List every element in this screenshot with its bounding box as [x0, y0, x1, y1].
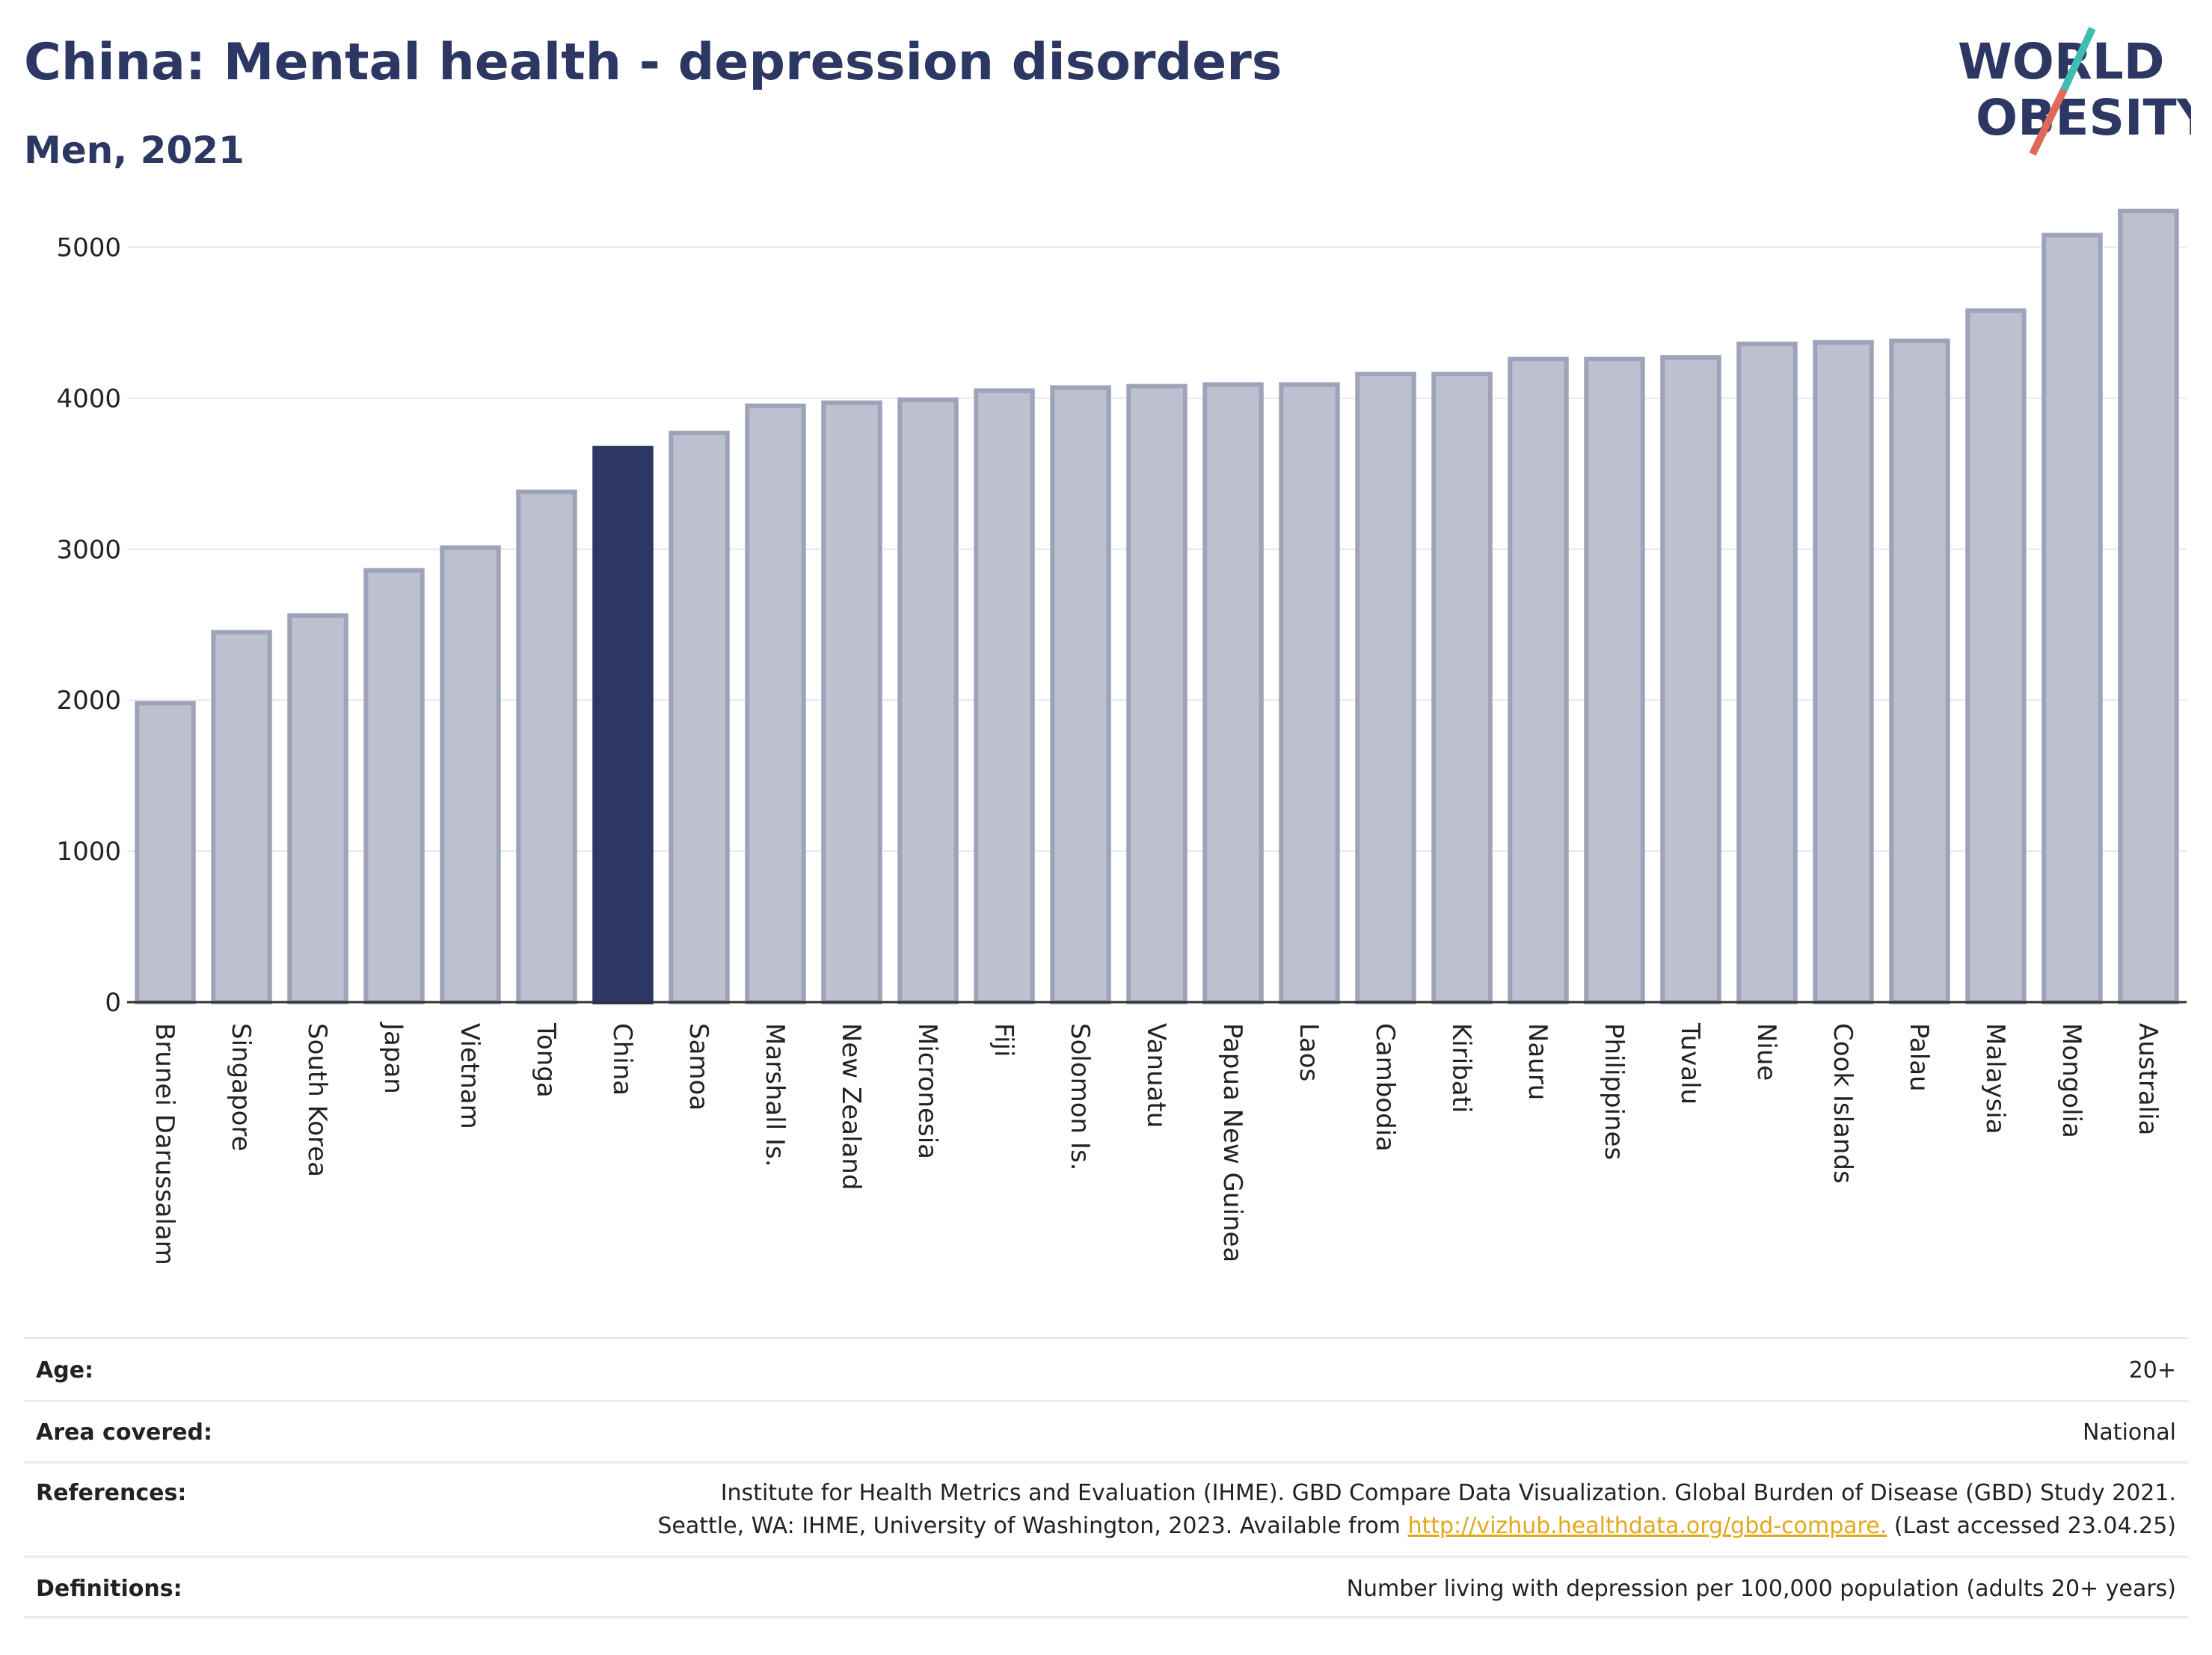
y-tick-label: 1000	[56, 837, 121, 867]
bar-samoa	[669, 430, 730, 1004]
meta-row-definitions: Definitions: Number living with depressi…	[24, 1556, 2188, 1618]
bar-cook-islands	[1813, 340, 1874, 1005]
bar-palau	[1889, 338, 1950, 1004]
meta-key-age: Age:	[36, 1357, 94, 1384]
meta-val-references: Institute for Health Metrics and Evaluat…	[657, 1477, 2176, 1543]
meta-val-age: 20+	[2128, 1357, 2176, 1384]
x-tick-label: Philippines	[1599, 1023, 1629, 1160]
bar-brunei-darussalam	[135, 701, 196, 1004]
bar-marshall-is	[745, 403, 806, 1004]
bar-fiji	[974, 388, 1035, 1004]
bar-philippines	[1584, 356, 1645, 1004]
y-tick-label: 4000	[56, 384, 121, 414]
reference-link[interactable]: http://vizhub.healthdata.org/gbd-compare…	[1407, 1513, 1887, 1539]
x-tick-label: Tuvalu	[1675, 1022, 1705, 1105]
y-axis-ticks: 0 1000 2000 3000 4000 5000	[56, 233, 121, 1018]
bar-solomon-is	[1050, 385, 1111, 1004]
bar-australia	[2118, 209, 2179, 1005]
x-tick-label: Tonga	[531, 1022, 561, 1098]
bar-vanuatu	[1126, 384, 1188, 1004]
bar-tuvalu	[1660, 354, 1721, 1004]
x-tick-label: New Zealand	[836, 1023, 866, 1190]
y-tick-label: 3000	[56, 535, 121, 565]
bar-papua-new-guinea	[1202, 382, 1264, 1004]
bar-malaysia	[1965, 308, 2027, 1004]
meta-key-definitions: Definitions:	[36, 1576, 182, 1602]
bar-tonga	[516, 489, 577, 1004]
x-tick-label: Kiribati	[1446, 1023, 1476, 1113]
x-tick-label: Palau	[1904, 1023, 1934, 1092]
meta-val-area: National	[2082, 1419, 2176, 1446]
x-tick-label: Malaysia	[1980, 1023, 2010, 1134]
reference-line-2-prefix: Seattle, WA: IHME, University of Washing…	[657, 1513, 1408, 1539]
x-tick-label: Papua New Guinea	[1217, 1023, 1247, 1262]
bar-cambodia	[1355, 372, 1416, 1004]
x-tick-label: Vietnam	[455, 1023, 485, 1129]
x-tick-label: Laos	[1294, 1023, 1324, 1081]
bars	[135, 209, 2179, 1005]
bar-laos	[1279, 382, 1340, 1004]
bar-vietnam	[440, 545, 501, 1004]
x-tick-label: Fiji	[989, 1023, 1019, 1057]
x-tick-label: Singapore	[226, 1023, 256, 1152]
bar-kiribati	[1431, 372, 1493, 1004]
x-tick-label: Nauru	[1523, 1023, 1552, 1100]
bar-china	[592, 446, 654, 1004]
x-axis-labels: Brunei Darussalam Singapore South Korea Jap…	[150, 1022, 2163, 1265]
meta-row-references: References: Institute for Health Metrics…	[24, 1461, 2188, 1556]
y-tick-label: 2000	[56, 686, 121, 716]
x-tick-label: South Korea	[302, 1023, 332, 1177]
logo-text-world: WORLD	[1958, 33, 2165, 90]
bar-mongolia	[2042, 233, 2103, 1005]
bar-new-zealand	[821, 400, 882, 1004]
bar-micronesia	[897, 397, 959, 1004]
x-tick-label: Marshall Is.	[760, 1023, 790, 1167]
meta-val-definitions: Number living with depression per 100,00…	[1346, 1576, 2176, 1602]
reference-line-1: Institute for Health Metrics and Evaluat…	[720, 1480, 2176, 1506]
meta-key-references: References:	[36, 1480, 187, 1506]
x-tick-label: Samoa	[683, 1023, 713, 1111]
y-tick-label: 0	[105, 988, 121, 1018]
chart-subtitle: Men, 2021	[24, 129, 245, 172]
meta-row-age: Age: 20+	[24, 1337, 2188, 1400]
logo-slash-teal	[2060, 26, 2096, 92]
logo-slash-red	[2029, 87, 2068, 156]
metadata-table: Age: 20+ Area covered: National Referenc…	[24, 1337, 2188, 1618]
x-tick-label: Solomon Is.	[1065, 1023, 1095, 1170]
bar-south-korea	[287, 613, 348, 1004]
x-tick-label: Niue	[1751, 1023, 1781, 1081]
bar-nauru	[1508, 356, 1569, 1004]
chart-title: China: Mental health - depression disord…	[24, 33, 1282, 92]
x-tick-label: Australia	[2133, 1023, 2163, 1135]
x-tick-label: China	[607, 1023, 637, 1096]
x-tick-label: Brunei Darussalam	[150, 1023, 179, 1265]
x-tick-label: Cook Islands	[1828, 1023, 1858, 1184]
x-tick-label: Japan	[378, 1022, 408, 1094]
x-tick-label: Cambodia	[1370, 1023, 1400, 1152]
world-obesity-logo: WORLD OBESITY	[1958, 26, 2191, 156]
bar-singapore	[211, 630, 272, 1005]
y-tick-label: 5000	[56, 233, 121, 263]
bar-niue	[1736, 341, 1798, 1005]
meta-key-area: Area covered:	[36, 1419, 212, 1446]
x-tick-label: Vanuatu	[1141, 1023, 1171, 1128]
x-tick-label: Micronesia	[912, 1023, 942, 1159]
x-tick-label: Mongolia	[2056, 1023, 2086, 1138]
reference-line-2-suffix: (Last accessed 23.04.25)	[1887, 1513, 2176, 1539]
logo-text-obesity: OBESITY	[1976, 89, 2191, 147]
meta-row-area: Area covered: National	[24, 1400, 2188, 1461]
bar-japan	[363, 568, 425, 1004]
bar-chart: 0 1000 2000 3000 4000 5000 Brunei Darussalam S…	[56, 209, 2187, 1265]
